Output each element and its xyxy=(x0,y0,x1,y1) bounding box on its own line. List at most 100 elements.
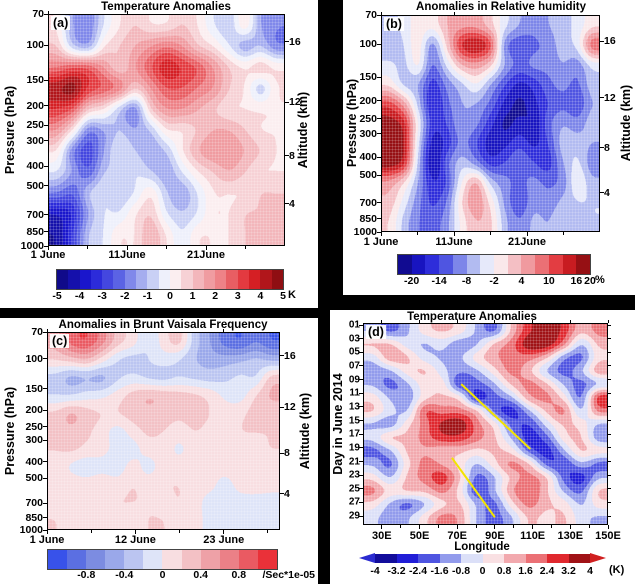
colorbar-segment xyxy=(147,270,159,289)
tick-mark xyxy=(46,329,48,332)
tick-mark xyxy=(377,156,381,158)
tick-mark xyxy=(359,365,363,367)
colorbar-segment xyxy=(192,270,204,289)
pressure-tick-label: 250 xyxy=(359,112,377,125)
tick-mark xyxy=(377,174,381,176)
pressure-tick-label: 70 xyxy=(32,8,44,20)
colorbar-segment xyxy=(418,554,440,563)
tick-mark xyxy=(419,320,421,323)
tick-mark xyxy=(526,12,528,15)
colorbar-segment xyxy=(203,270,216,289)
panel-b-heatmap xyxy=(382,16,599,231)
colorbar-segment xyxy=(237,270,250,289)
tick-mark xyxy=(43,477,47,479)
altitude-tick-label: 12 xyxy=(284,401,296,414)
day-tick-label: 05 xyxy=(348,346,360,358)
day-tick-label: 19 xyxy=(348,442,360,454)
colorbar-tick-label: -1 xyxy=(142,290,153,302)
x-tick-label: 1 June xyxy=(363,236,399,248)
colorbar-tick-label: 4 xyxy=(518,275,525,287)
tick-mark xyxy=(285,155,289,157)
tick-mark xyxy=(526,232,528,236)
colorbar-left-arrow-icon xyxy=(359,553,375,563)
colorbar-tick-label: 1.6 xyxy=(518,565,533,577)
colorbar-segment xyxy=(219,550,239,569)
tick-mark xyxy=(377,43,381,45)
tick-mark xyxy=(285,41,289,43)
tick-mark xyxy=(380,232,382,236)
x-tick-label: 11June xyxy=(108,249,146,261)
colorbar-tick-label: 0 xyxy=(479,565,486,577)
colorbar-tick-label: -4 xyxy=(74,290,85,302)
panel-c: Anomalies in Brunt Vaisala Frequency Pre… xyxy=(0,318,318,584)
tick-mark xyxy=(44,165,48,167)
colorbar-tick-label: 4 xyxy=(587,565,593,577)
tick-mark xyxy=(359,351,363,353)
panel-c-title: Anomalies in Brunt Vaisala Frequency xyxy=(58,319,268,331)
panel-c-plot: (c) xyxy=(47,332,280,530)
tick-mark xyxy=(280,406,284,408)
tick-mark xyxy=(437,525,439,528)
colorbar-segment xyxy=(86,550,106,569)
colorbar-segment xyxy=(48,550,68,569)
colorbar-segment xyxy=(562,255,577,274)
tick-mark xyxy=(205,11,207,14)
colorbar-segment xyxy=(494,255,508,274)
colorbar-tick-label: 2 xyxy=(212,290,219,302)
colorbar-segment xyxy=(249,270,261,289)
tick-mark xyxy=(359,406,363,408)
colorbar-segment xyxy=(124,270,137,289)
x-tick-label: 21June xyxy=(187,249,225,261)
tick-mark xyxy=(359,324,363,326)
panel-d: Temperature Anomalies Day in June 2014 (… xyxy=(330,310,635,584)
pressure-tick-label: 700 xyxy=(25,497,43,510)
colorbar-right-arrow-icon xyxy=(590,553,606,563)
altitude-tick-label: 8 xyxy=(289,149,295,162)
tick-mark xyxy=(600,40,604,42)
tick-mark xyxy=(44,231,48,233)
tick-mark xyxy=(285,203,289,205)
altitude-tick-label: 4 xyxy=(284,487,290,500)
colorbar-segment xyxy=(452,255,467,274)
tick-mark xyxy=(377,231,381,233)
tick-mark xyxy=(359,379,363,381)
tick-mark xyxy=(563,232,564,235)
colorbar-segment xyxy=(57,270,69,289)
pressure-tick-label: 700 xyxy=(26,208,44,221)
tick-mark xyxy=(43,388,47,390)
tick-mark xyxy=(44,105,48,107)
x-tick-label: 130E xyxy=(557,530,584,542)
altitude-tick-label: 4 xyxy=(289,197,295,210)
tick-mark xyxy=(245,246,246,249)
panel-a-colorbar xyxy=(57,270,283,289)
tick-mark xyxy=(550,525,552,528)
tick-mark xyxy=(513,525,515,528)
panel-b-colorbar xyxy=(398,255,591,274)
panel-b-plot: (b) xyxy=(381,15,600,232)
tick-mark xyxy=(608,515,611,517)
tick-mark xyxy=(400,525,402,528)
altitude-tick-label: 12 xyxy=(289,96,301,109)
tick-mark xyxy=(46,530,48,534)
tick-mark xyxy=(607,525,609,529)
colorbar-segment xyxy=(439,255,453,274)
tick-mark xyxy=(280,452,284,454)
altitude-tick-label: 16 xyxy=(284,349,296,362)
colorbar-tick-label: 0 xyxy=(167,290,173,302)
colorbar-segment xyxy=(396,554,418,563)
pressure-tick-label: 150 xyxy=(25,382,43,395)
pressure-tick-label: 300 xyxy=(26,134,44,147)
colorbar-tick-label: -5 xyxy=(52,290,62,302)
colorbar-segment xyxy=(238,550,258,569)
tick-mark xyxy=(532,320,534,323)
pressure-tick-label: 850 xyxy=(25,511,43,524)
tick-mark xyxy=(359,515,363,517)
pressure-tick-label: 300 xyxy=(25,434,43,447)
colorbar-tick-label: -0.8 xyxy=(77,569,96,581)
colorbar-tick-label: 10 xyxy=(543,275,555,287)
tick-mark xyxy=(381,320,383,323)
panel-d-colorbar-unit: (K) xyxy=(609,564,625,576)
tick-mark xyxy=(608,324,611,326)
tick-mark xyxy=(43,461,47,463)
colorbar-segment xyxy=(181,270,193,289)
